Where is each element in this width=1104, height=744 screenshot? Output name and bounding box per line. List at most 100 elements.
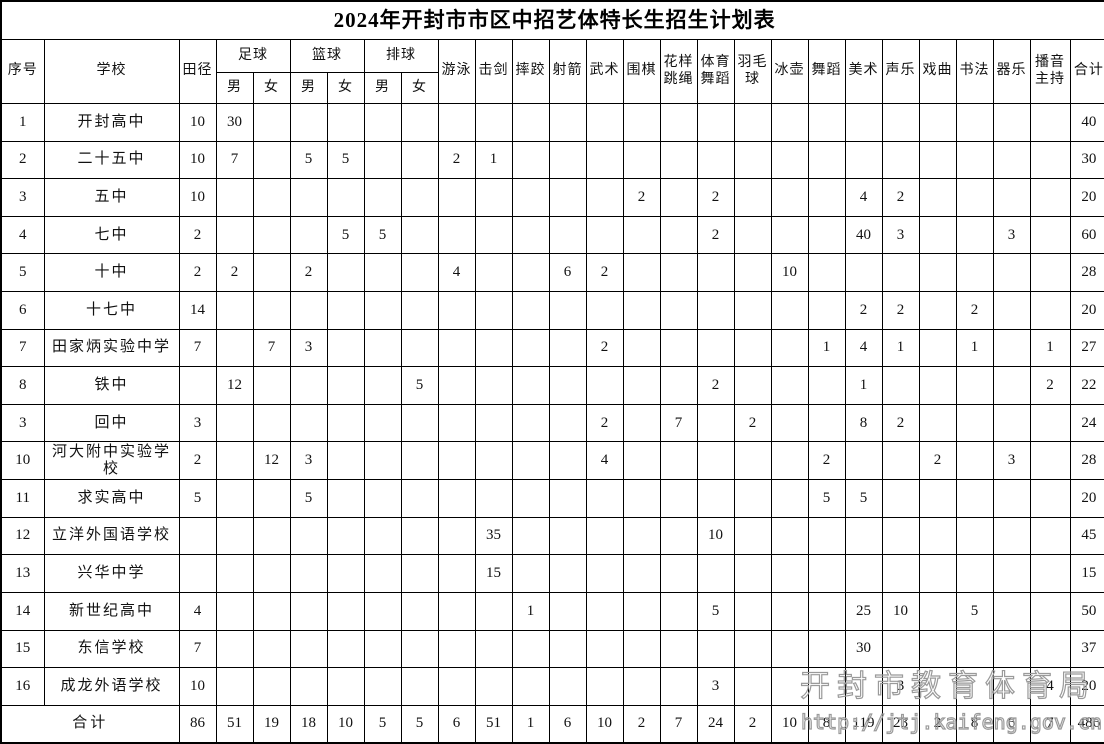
value-cell bbox=[770, 291, 809, 330]
school-row: 4 七中 2 5 5 2 40 3 3 60 bbox=[0, 215, 1104, 255]
value-cell bbox=[622, 103, 661, 142]
grand-total-value-cell: 10 bbox=[326, 704, 365, 744]
col-header-volleyball-male: 男 bbox=[363, 72, 402, 104]
value-cell bbox=[363, 554, 402, 593]
value-cell bbox=[733, 479, 772, 518]
value-cell bbox=[511, 554, 550, 593]
col-header-rope-skipping: 花样跳绳 bbox=[659, 39, 698, 104]
value-cell bbox=[548, 366, 587, 405]
value-cell bbox=[955, 103, 994, 142]
value-cell bbox=[585, 591, 624, 631]
value-cell: 8 bbox=[844, 403, 883, 443]
value-cell bbox=[363, 253, 402, 293]
school-row: 1 开封高中 10 30 40 bbox=[0, 103, 1104, 142]
value-cell bbox=[955, 441, 994, 481]
grand-total-value-cell: 2 bbox=[733, 704, 772, 744]
school-name-cell: 立洋外国语学校 bbox=[43, 516, 180, 556]
value-cell bbox=[474, 366, 513, 405]
value-cell bbox=[622, 667, 661, 706]
value-cell bbox=[363, 328, 402, 368]
value-cell bbox=[511, 629, 550, 669]
value-cell bbox=[215, 328, 254, 368]
value-cell bbox=[696, 103, 735, 142]
value-cell: 7 bbox=[659, 403, 698, 443]
value-cell bbox=[807, 366, 846, 405]
value-cell bbox=[215, 178, 254, 217]
col-header-broadcasting: 播音主持 bbox=[1029, 39, 1071, 104]
value-cell bbox=[992, 479, 1031, 518]
grand-total-value-cell: 8 bbox=[955, 704, 994, 744]
value-cell bbox=[585, 667, 624, 706]
value-cell bbox=[696, 328, 735, 368]
value-cell bbox=[992, 629, 1031, 669]
value-cell: 2 bbox=[585, 403, 624, 443]
value-cell bbox=[326, 516, 365, 556]
value-cell bbox=[511, 140, 550, 180]
title-row: 2024年开封市市区中招艺体特长生招生计划表 bbox=[0, 0, 1104, 40]
value-cell bbox=[622, 291, 661, 330]
value-cell bbox=[326, 366, 365, 405]
value-cell: 10 bbox=[178, 178, 217, 217]
value-cell bbox=[696, 403, 735, 443]
value-cell bbox=[437, 479, 476, 518]
value-cell: 2 bbox=[696, 178, 735, 217]
value-cell bbox=[955, 667, 994, 706]
row-total-cell: 40 bbox=[1069, 103, 1104, 142]
value-cell bbox=[252, 366, 291, 405]
row-total-cell: 20 bbox=[1069, 479, 1104, 518]
value-cell: 10 bbox=[696, 516, 735, 556]
value-cell: 2 bbox=[733, 403, 772, 443]
value-cell bbox=[511, 516, 550, 556]
value-cell bbox=[252, 253, 291, 293]
value-cell bbox=[881, 441, 920, 481]
value-cell bbox=[289, 291, 328, 330]
value-cell bbox=[918, 667, 957, 706]
value-cell bbox=[548, 103, 587, 142]
value-cell: 7 bbox=[178, 328, 217, 368]
value-cell bbox=[215, 215, 254, 255]
value-cell bbox=[511, 178, 550, 217]
value-cell bbox=[844, 667, 883, 706]
value-cell: 2 bbox=[585, 253, 624, 293]
row-total-cell: 60 bbox=[1069, 215, 1104, 255]
value-cell: 2 bbox=[918, 441, 957, 481]
grand-total-value-cell: 2 bbox=[918, 704, 957, 744]
page-title: 2024年开封市市区中招艺体特长生招生计划表 bbox=[0, 0, 1104, 40]
value-cell bbox=[548, 591, 587, 631]
value-cell bbox=[770, 554, 809, 593]
value-cell bbox=[1029, 140, 1071, 180]
school-name-cell: 铁中 bbox=[43, 366, 180, 405]
value-cell: 2 bbox=[881, 178, 920, 217]
value-cell bbox=[622, 253, 661, 293]
school-row: 7 田家炳实验中学 7 7 3 2 1 4 1 1 1 27 bbox=[0, 328, 1104, 368]
value-cell bbox=[696, 140, 735, 180]
value-cell bbox=[400, 479, 439, 518]
row-total-cell: 30 bbox=[1069, 140, 1104, 180]
value-cell bbox=[326, 667, 365, 706]
value-cell bbox=[659, 667, 698, 706]
grand-total-value-cell: 2 bbox=[622, 704, 661, 744]
value-cell bbox=[770, 366, 809, 405]
value-cell bbox=[1029, 215, 1071, 255]
value-cell bbox=[511, 441, 550, 481]
value-cell: 4 bbox=[844, 328, 883, 368]
value-cell bbox=[1029, 479, 1071, 518]
value-cell bbox=[807, 253, 846, 293]
school-name-cell: 兴华中学 bbox=[43, 554, 180, 593]
value-cell bbox=[992, 103, 1031, 142]
value-cell: 3 bbox=[289, 328, 328, 368]
value-cell bbox=[437, 554, 476, 593]
value-cell bbox=[215, 479, 254, 518]
value-cell bbox=[992, 140, 1031, 180]
value-cell bbox=[992, 178, 1031, 217]
row-number-cell: 10 bbox=[0, 441, 45, 481]
value-cell: 3 bbox=[881, 215, 920, 255]
value-cell bbox=[659, 516, 698, 556]
col-header-football-female: 女 bbox=[252, 72, 291, 104]
value-cell bbox=[622, 554, 661, 593]
value-cell bbox=[400, 140, 439, 180]
value-cell bbox=[326, 103, 365, 142]
value-cell bbox=[881, 629, 920, 669]
value-cell: 5 bbox=[844, 479, 883, 518]
value-cell bbox=[844, 103, 883, 142]
